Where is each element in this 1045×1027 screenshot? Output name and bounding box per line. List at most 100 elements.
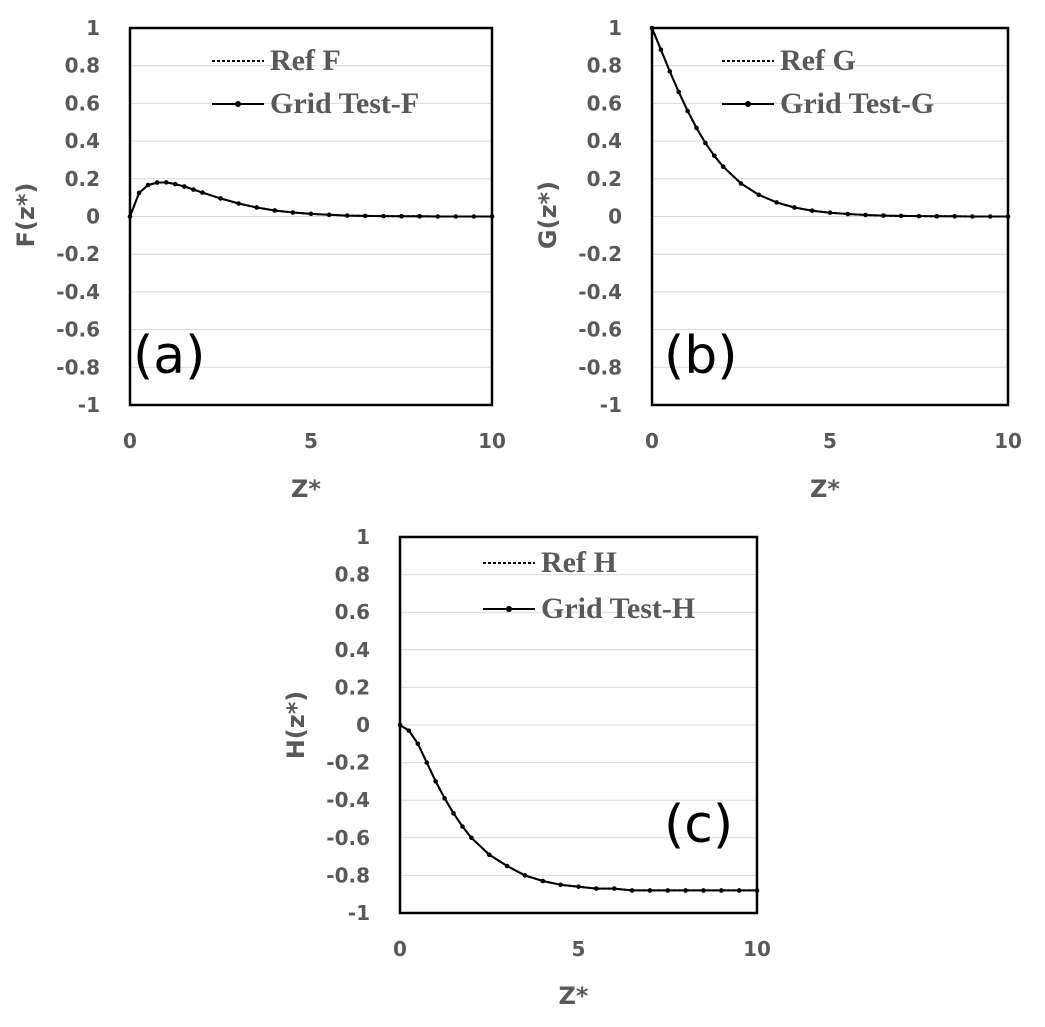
legend-marker: [235, 101, 241, 107]
data-point: [424, 760, 430, 765]
y-tick-label: -0.4: [326, 788, 370, 812]
y-tick-label: -0.4: [578, 280, 622, 304]
data-point: [453, 214, 459, 219]
y-tick-label: 0.2: [65, 167, 100, 191]
data-point: [486, 852, 492, 858]
legend-label-ref: Ref G: [780, 44, 856, 77]
data-point: [344, 213, 350, 218]
data-point: [756, 192, 762, 198]
data-point: [1005, 214, 1011, 219]
y-axis-label: F(z*): [12, 183, 40, 248]
legend-marker: [506, 606, 512, 612]
data-point: [863, 212, 868, 218]
data-point: [754, 888, 760, 893]
data-point: [703, 140, 708, 146]
y-tick-label: -0.2: [578, 242, 622, 266]
chart-panel-c: 1 0.8 0.6 0.4 0.2 0 -0.2 -0.4 -0.6 -0.8 -1 0 5 10 Z* H(…: [282, 525, 771, 1010]
chart-panel-b: 1 0.8 0.6 0.4 0.2 0 -0.2 -0.4 -0.6 -0.8 -1 0 5 10 Z* G(…: [534, 16, 1022, 503]
data-point: [738, 181, 744, 186]
x-axis-label: Z*: [810, 475, 840, 503]
data-point: [934, 214, 940, 219]
legend: Ref H Grid Test-H: [483, 546, 695, 625]
legend-label-grid-test: Grid Test-F: [270, 87, 419, 120]
data-point: [460, 824, 465, 829]
y-axis-label: H(z*): [282, 691, 310, 760]
data-point: [658, 47, 664, 52]
data-point: [611, 886, 617, 891]
data-point: [685, 108, 690, 114]
x-tick-label: 10: [994, 429, 1022, 453]
y-tick-label: 0: [356, 713, 370, 737]
data-point: [736, 888, 742, 893]
panel-label: (c): [664, 795, 733, 855]
data-point: [712, 153, 717, 159]
x-tick-label: 5: [572, 937, 586, 961]
y-tick-label: 0: [608, 205, 622, 229]
data-point: [694, 125, 699, 131]
x-tick-label: 5: [823, 429, 837, 453]
data-point: [172, 181, 178, 187]
x-tick-label: 0: [645, 429, 659, 453]
data-point: [145, 182, 151, 188]
data-point: [308, 211, 314, 217]
data-point: [136, 190, 142, 196]
legend: Ref F Grid Test-F: [212, 44, 419, 120]
y-tick-label: 0.6: [587, 91, 622, 115]
data-point: [218, 196, 223, 201]
data-point: [290, 210, 296, 215]
data-point: [792, 205, 797, 210]
data-point: [952, 214, 957, 219]
data-point: [701, 888, 706, 893]
legend-label-grid-test: Grid Test-G: [780, 87, 934, 120]
data-point: [435, 214, 441, 219]
data-point: [415, 741, 421, 747]
y-tick-label: 1: [86, 16, 100, 40]
x-tick-label: 5: [304, 429, 318, 453]
y-axis-label: G(z*): [534, 181, 562, 249]
y-tick-label: -0.8: [326, 863, 370, 887]
y-tick-label: -0.2: [56, 242, 100, 266]
y-tick-label: 1: [356, 525, 370, 549]
y-tick-label: 0.2: [335, 675, 370, 699]
data-point: [504, 863, 510, 869]
y-tick-label: -0.4: [56, 280, 100, 304]
x-tick-label: 10: [478, 429, 506, 453]
panel-label: (a): [133, 326, 205, 386]
data-point: [774, 200, 779, 205]
data-point: [720, 164, 726, 170]
x-tick-label: 10: [743, 937, 771, 961]
y-tick-label: 0.2: [587, 167, 622, 191]
legend-label-ref: Ref F: [270, 44, 341, 77]
data-point: [676, 89, 681, 95]
data-point: [397, 722, 403, 728]
panel-label: (b): [664, 326, 738, 386]
y-tick-label: 0.4: [65, 129, 100, 153]
data-point: [489, 214, 495, 219]
y-tick-label: -1: [348, 901, 370, 925]
data-point: [647, 888, 653, 893]
data-point: [272, 208, 278, 213]
y-tick-label: -0.6: [56, 318, 100, 342]
data-point: [399, 214, 404, 219]
data-point: [236, 201, 241, 206]
y-tick-label: 0.4: [587, 129, 622, 153]
data-point: [683, 888, 688, 893]
y-tick-label: 0.8: [587, 54, 622, 78]
y-tick-label: 0.4: [335, 638, 370, 662]
chart-panel-a: 1 0.8 0.6 0.4 0.2 0 -0.2 -0.4 -0.6 -0.8 -1 0 5 10 Z* F(…: [12, 16, 506, 503]
data-point: [154, 180, 160, 185]
data-point: [845, 211, 851, 217]
legend-label-grid-test: Grid Test-H: [541, 592, 695, 625]
data-point: [163, 180, 169, 185]
legend-label-ref: Ref H: [541, 546, 617, 579]
y-tick-label: 0.6: [335, 600, 370, 624]
y-tick-label: -0.8: [56, 355, 100, 379]
data-point: [191, 187, 196, 192]
data-point: [326, 212, 332, 218]
data-point: [406, 728, 412, 733]
data-point: [558, 882, 563, 888]
y-tick-label: -0.6: [326, 826, 370, 850]
legend-marker: [745, 101, 751, 107]
